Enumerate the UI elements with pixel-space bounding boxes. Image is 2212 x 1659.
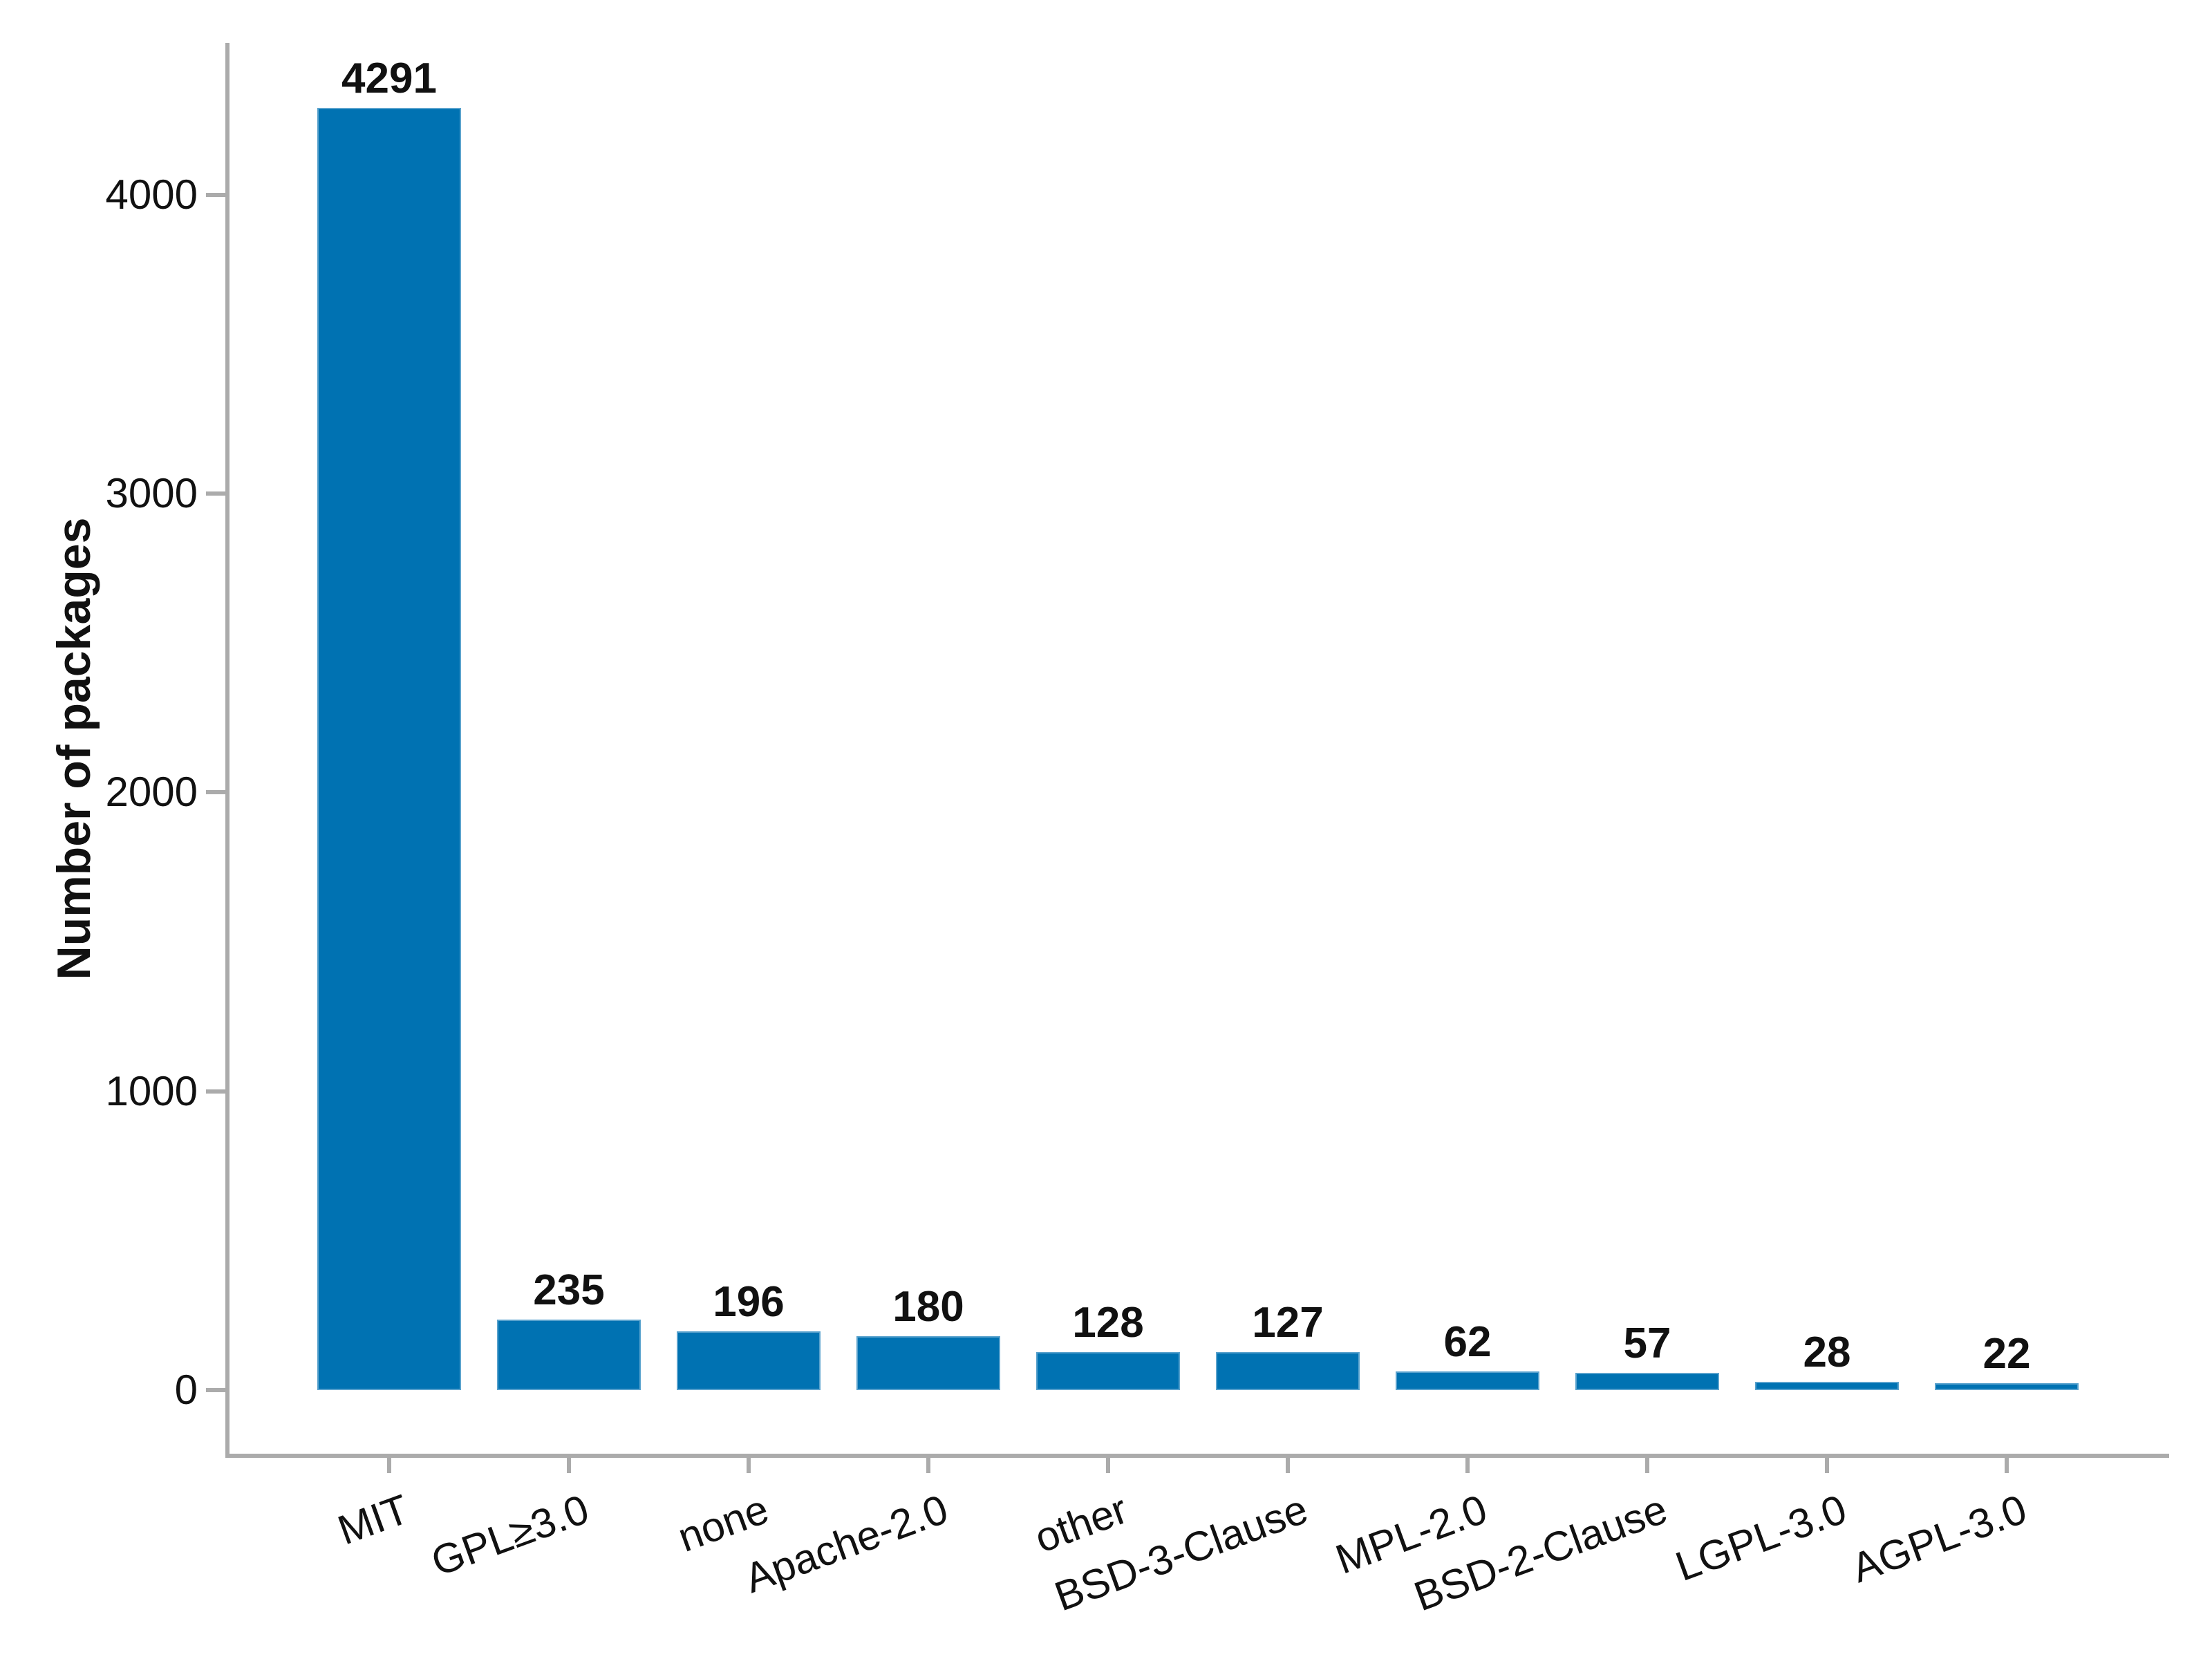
bar-value-label-mit: 4291: [341, 55, 437, 102]
x-tick-mit: [387, 1454, 391, 1473]
y-tick-label-1000: 1000: [105, 1067, 198, 1114]
x-tick-label-gpl-3-0: GPL≥3.0: [424, 1485, 594, 1585]
bar-bsd-2-clause: [1575, 1373, 1719, 1390]
y-tick-1000: [206, 1089, 225, 1094]
y-tick-4000: [206, 192, 225, 197]
bar-value-label-mpl-2-0: 62: [1443, 1318, 1492, 1366]
y-tick-0: [206, 1388, 225, 1392]
x-tick-label-agpl-3-0: AGPL-3.0: [1845, 1485, 2032, 1592]
bar-mit: [317, 108, 461, 1390]
bar-value-label-gpl-3-0: 235: [533, 1266, 605, 1314]
y-tick-2000: [206, 790, 225, 795]
x-tick-mpl-2-0: [1465, 1454, 1470, 1473]
y-tick-label-0: 0: [174, 1367, 198, 1413]
bar-other: [1036, 1352, 1180, 1390]
x-tick-apache-2-0: [926, 1454, 930, 1473]
y-tick-3000: [206, 491, 225, 496]
bar-gpl-3-0: [497, 1320, 641, 1390]
bar-value-label-bsd-2-clause: 57: [1623, 1320, 1671, 1367]
y-tick-label-2000: 2000: [105, 769, 198, 816]
x-tick-label-none: none: [671, 1485, 774, 1561]
x-tick-label-apache-2-0: Apache-2.0: [738, 1485, 954, 1602]
x-axis-spine: [225, 1454, 2169, 1458]
x-tick-lgpl-3-0: [1825, 1454, 1829, 1473]
y-axis-title: Number of packages: [48, 517, 100, 980]
y-tick-label-4000: 4000: [105, 171, 198, 218]
bar-none: [677, 1331, 821, 1390]
bar-value-label-apache-2-0: 180: [892, 1283, 964, 1331]
bar-agpl-3-0: [1935, 1383, 2079, 1390]
y-tick-label-3000: 3000: [105, 470, 198, 517]
x-tick-other: [1106, 1454, 1110, 1473]
x-tick-label-other: other: [1029, 1485, 1134, 1562]
bar-value-label-bsd-3-clause: 127: [1252, 1299, 1324, 1347]
bar-value-label-other: 128: [1072, 1299, 1144, 1347]
bar-bsd-3-clause: [1216, 1352, 1360, 1390]
x-tick-label-mit: MIT: [331, 1485, 415, 1554]
bar-value-label-agpl-3-0: 22: [1983, 1330, 2031, 1378]
y-axis-spine: [225, 43, 229, 1458]
bar-lgpl-3-0: [1755, 1382, 1899, 1390]
bar-value-label-lgpl-3-0: 28: [1803, 1329, 1851, 1376]
x-tick-agpl-3-0: [2005, 1454, 2009, 1473]
bar-value-label-none: 196: [713, 1278, 785, 1326]
x-tick-label-lgpl-3-0: LGPL-3.0: [1669, 1485, 1853, 1590]
x-tick-none: [747, 1454, 751, 1473]
bar-mpl-2-0: [1396, 1371, 1539, 1390]
bar-apache-2-0: [856, 1336, 1000, 1390]
x-tick-gpl-3-0: [567, 1454, 571, 1473]
x-tick-bsd-3-clause: [1286, 1454, 1290, 1473]
x-tick-bsd-2-clause: [1645, 1454, 1649, 1473]
